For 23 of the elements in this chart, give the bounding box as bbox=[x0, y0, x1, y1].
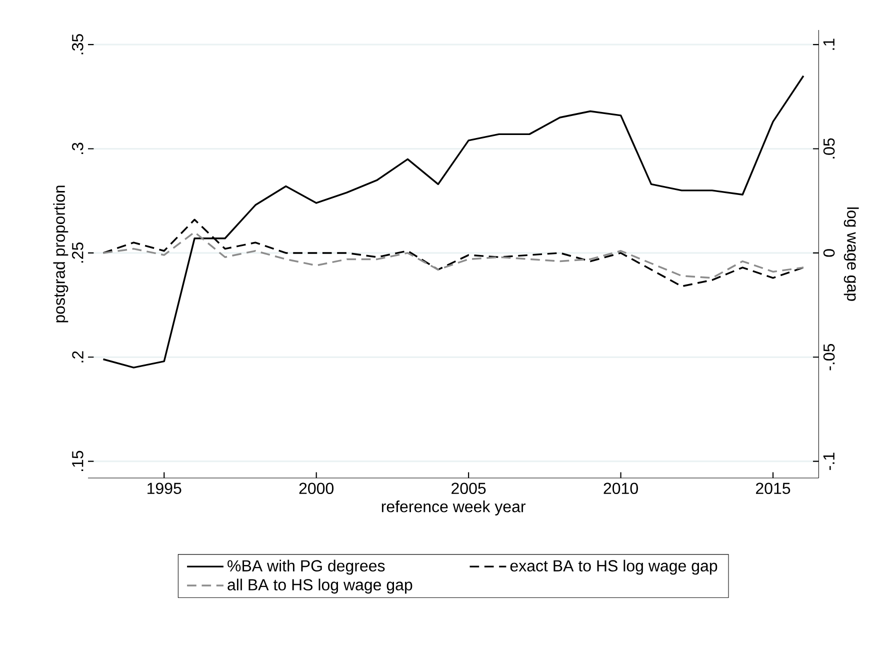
x-tick-label: 2015 bbox=[756, 482, 790, 494]
y2-tick-label: -.1 bbox=[823, 452, 834, 470]
y2-tick-label: .1 bbox=[823, 38, 834, 50]
legend-label: %BA with PG degrees bbox=[228, 560, 385, 575]
y2-axis-title: log wage gap bbox=[844, 207, 859, 301]
y-axis-title: postgrad proportion bbox=[53, 186, 68, 322]
line-series bbox=[102, 231, 804, 279]
x-axis-title: reference week year bbox=[382, 500, 526, 516]
y2-tick-label: -.05 bbox=[823, 344, 835, 370]
line-series bbox=[102, 74, 804, 368]
y2-tick-label: 0 bbox=[823, 249, 835, 257]
x-tick-label: 2000 bbox=[299, 482, 334, 494]
legend-label: all BA to HS log wage gap bbox=[228, 578, 412, 594]
y-tick-label: .2 bbox=[72, 351, 84, 362]
x-tick-label: 1995 bbox=[148, 482, 182, 494]
legend-label: exact BA to HS log wage gap bbox=[510, 560, 718, 575]
y-tick-label: .3 bbox=[72, 142, 84, 154]
x-tick-label: 2005 bbox=[452, 482, 486, 494]
y-tick-label: .35 bbox=[72, 34, 84, 54]
x-tick-label: 2010 bbox=[604, 482, 638, 494]
y-tick-label: .25 bbox=[72, 242, 84, 263]
y-tick-label: .15 bbox=[72, 450, 84, 471]
y2-tick-label: .05 bbox=[823, 138, 835, 158]
